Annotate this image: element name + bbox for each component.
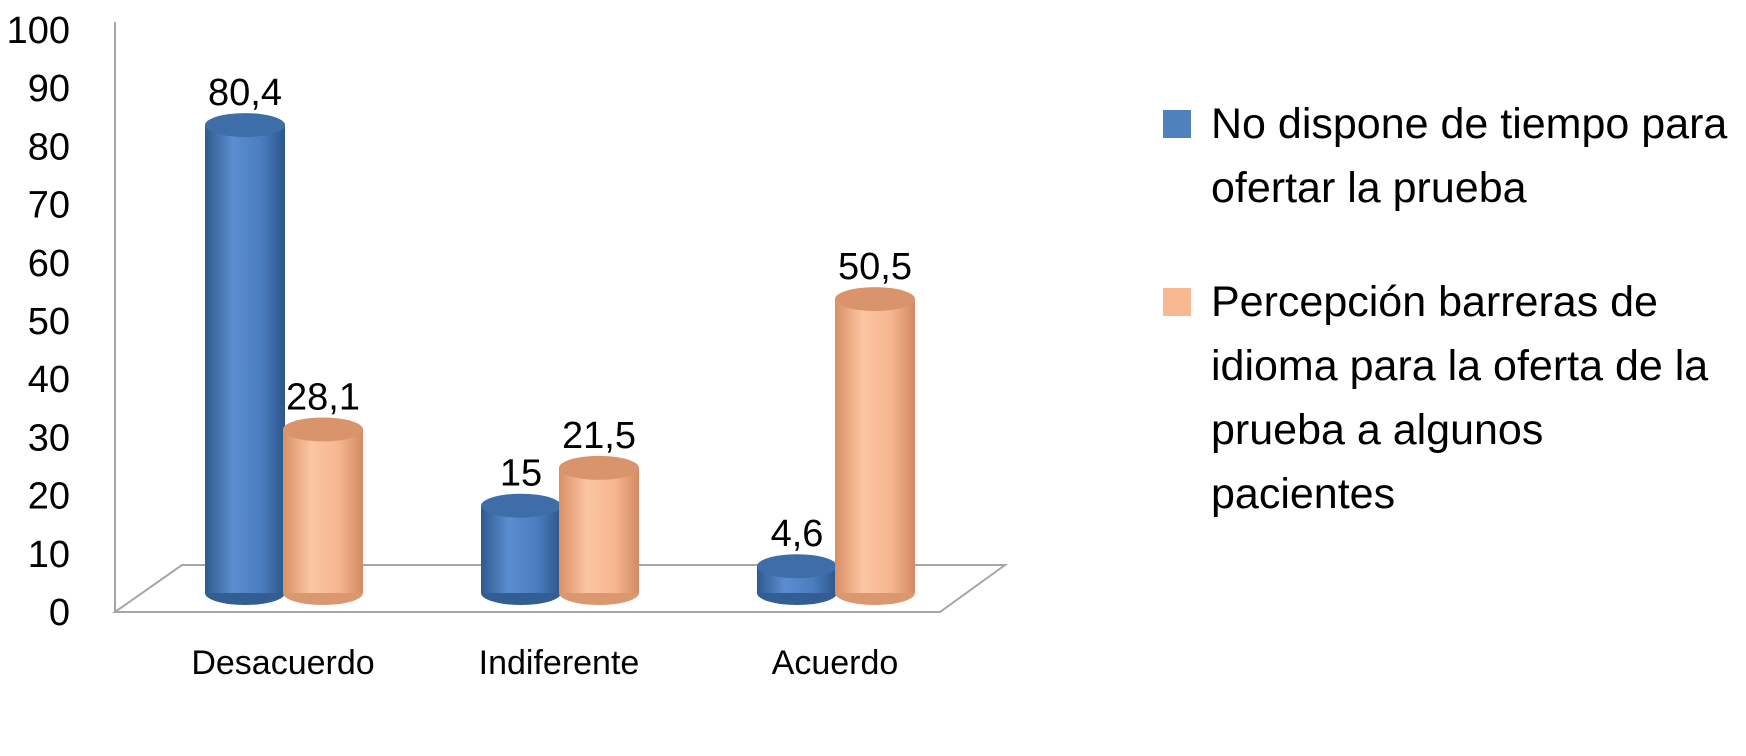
legend-swatch-series-2: [1163, 288, 1191, 316]
bar-body: [559, 467, 639, 593]
chart-floor: [111, 564, 1009, 613]
chart-axes: [111, 22, 1009, 613]
y-tick-label: 80: [28, 126, 70, 168]
x-category-label: Acuerdo: [772, 644, 899, 682]
data-label: 80,4: [208, 72, 282, 114]
bar: [205, 113, 285, 605]
bar-body: [835, 299, 915, 593]
bar-body: [481, 505, 561, 593]
y-tick-label: 60: [28, 243, 70, 285]
data-label: 15: [500, 453, 542, 495]
bar: [757, 554, 837, 605]
bar-body: [205, 125, 285, 594]
bar: [481, 493, 561, 605]
y-tick-label: 10: [28, 534, 70, 576]
bar-top: [835, 287, 915, 312]
y-tick-label: 50: [28, 301, 70, 343]
legend-item-series-1: No dispone de tiempo para ofertar la pru…: [1163, 92, 1733, 220]
y-tick-label: 100: [7, 10, 70, 52]
y-tick-label: 40: [28, 359, 70, 401]
bar-top: [481, 493, 561, 518]
data-label: 28,1: [286, 376, 360, 418]
data-label: 50,5: [838, 246, 912, 288]
x-category-label: Desacuerdo: [191, 644, 374, 682]
y-tick-label: 0: [49, 592, 70, 634]
legend-label-series-2: Percepción barreras de idioma para la of…: [1211, 278, 1709, 518]
data-label: 4,6: [771, 513, 824, 555]
bar: [835, 287, 915, 605]
bar-top: [559, 455, 639, 480]
legend-label-series-1: No dispone de tiempo para ofertar la pru…: [1211, 100, 1728, 212]
bar-top: [757, 554, 837, 579]
bar-top: [283, 417, 363, 442]
x-category-label: Indiferente: [479, 644, 640, 682]
data-label: 21,5: [562, 415, 636, 457]
bar: [559, 455, 639, 605]
legend-swatch-series-1: [1163, 110, 1191, 138]
legend-item-series-2: Percepción barreras de idioma para la of…: [1163, 270, 1733, 526]
bar-body: [283, 429, 363, 593]
chart-bars: [205, 113, 915, 605]
y-axis-ticks: 0 10 20 30 40 50 60 70 80 90 100: [7, 10, 70, 634]
y-tick-label: 20: [28, 476, 70, 518]
y-tick-label: 90: [28, 68, 70, 110]
y-tick-label: 70: [28, 185, 70, 227]
bar-top: [205, 113, 285, 138]
data-labels: 80,4 28,1 15 21,5 4,6 50,5: [208, 72, 912, 555]
y-tick-label: 30: [28, 417, 70, 459]
bar: [283, 417, 363, 605]
x-axis-categories: Desacuerdo Indiferente Acuerdo: [191, 644, 898, 682]
legend: No dispone de tiempo para ofertar la pru…: [1163, 92, 1733, 576]
